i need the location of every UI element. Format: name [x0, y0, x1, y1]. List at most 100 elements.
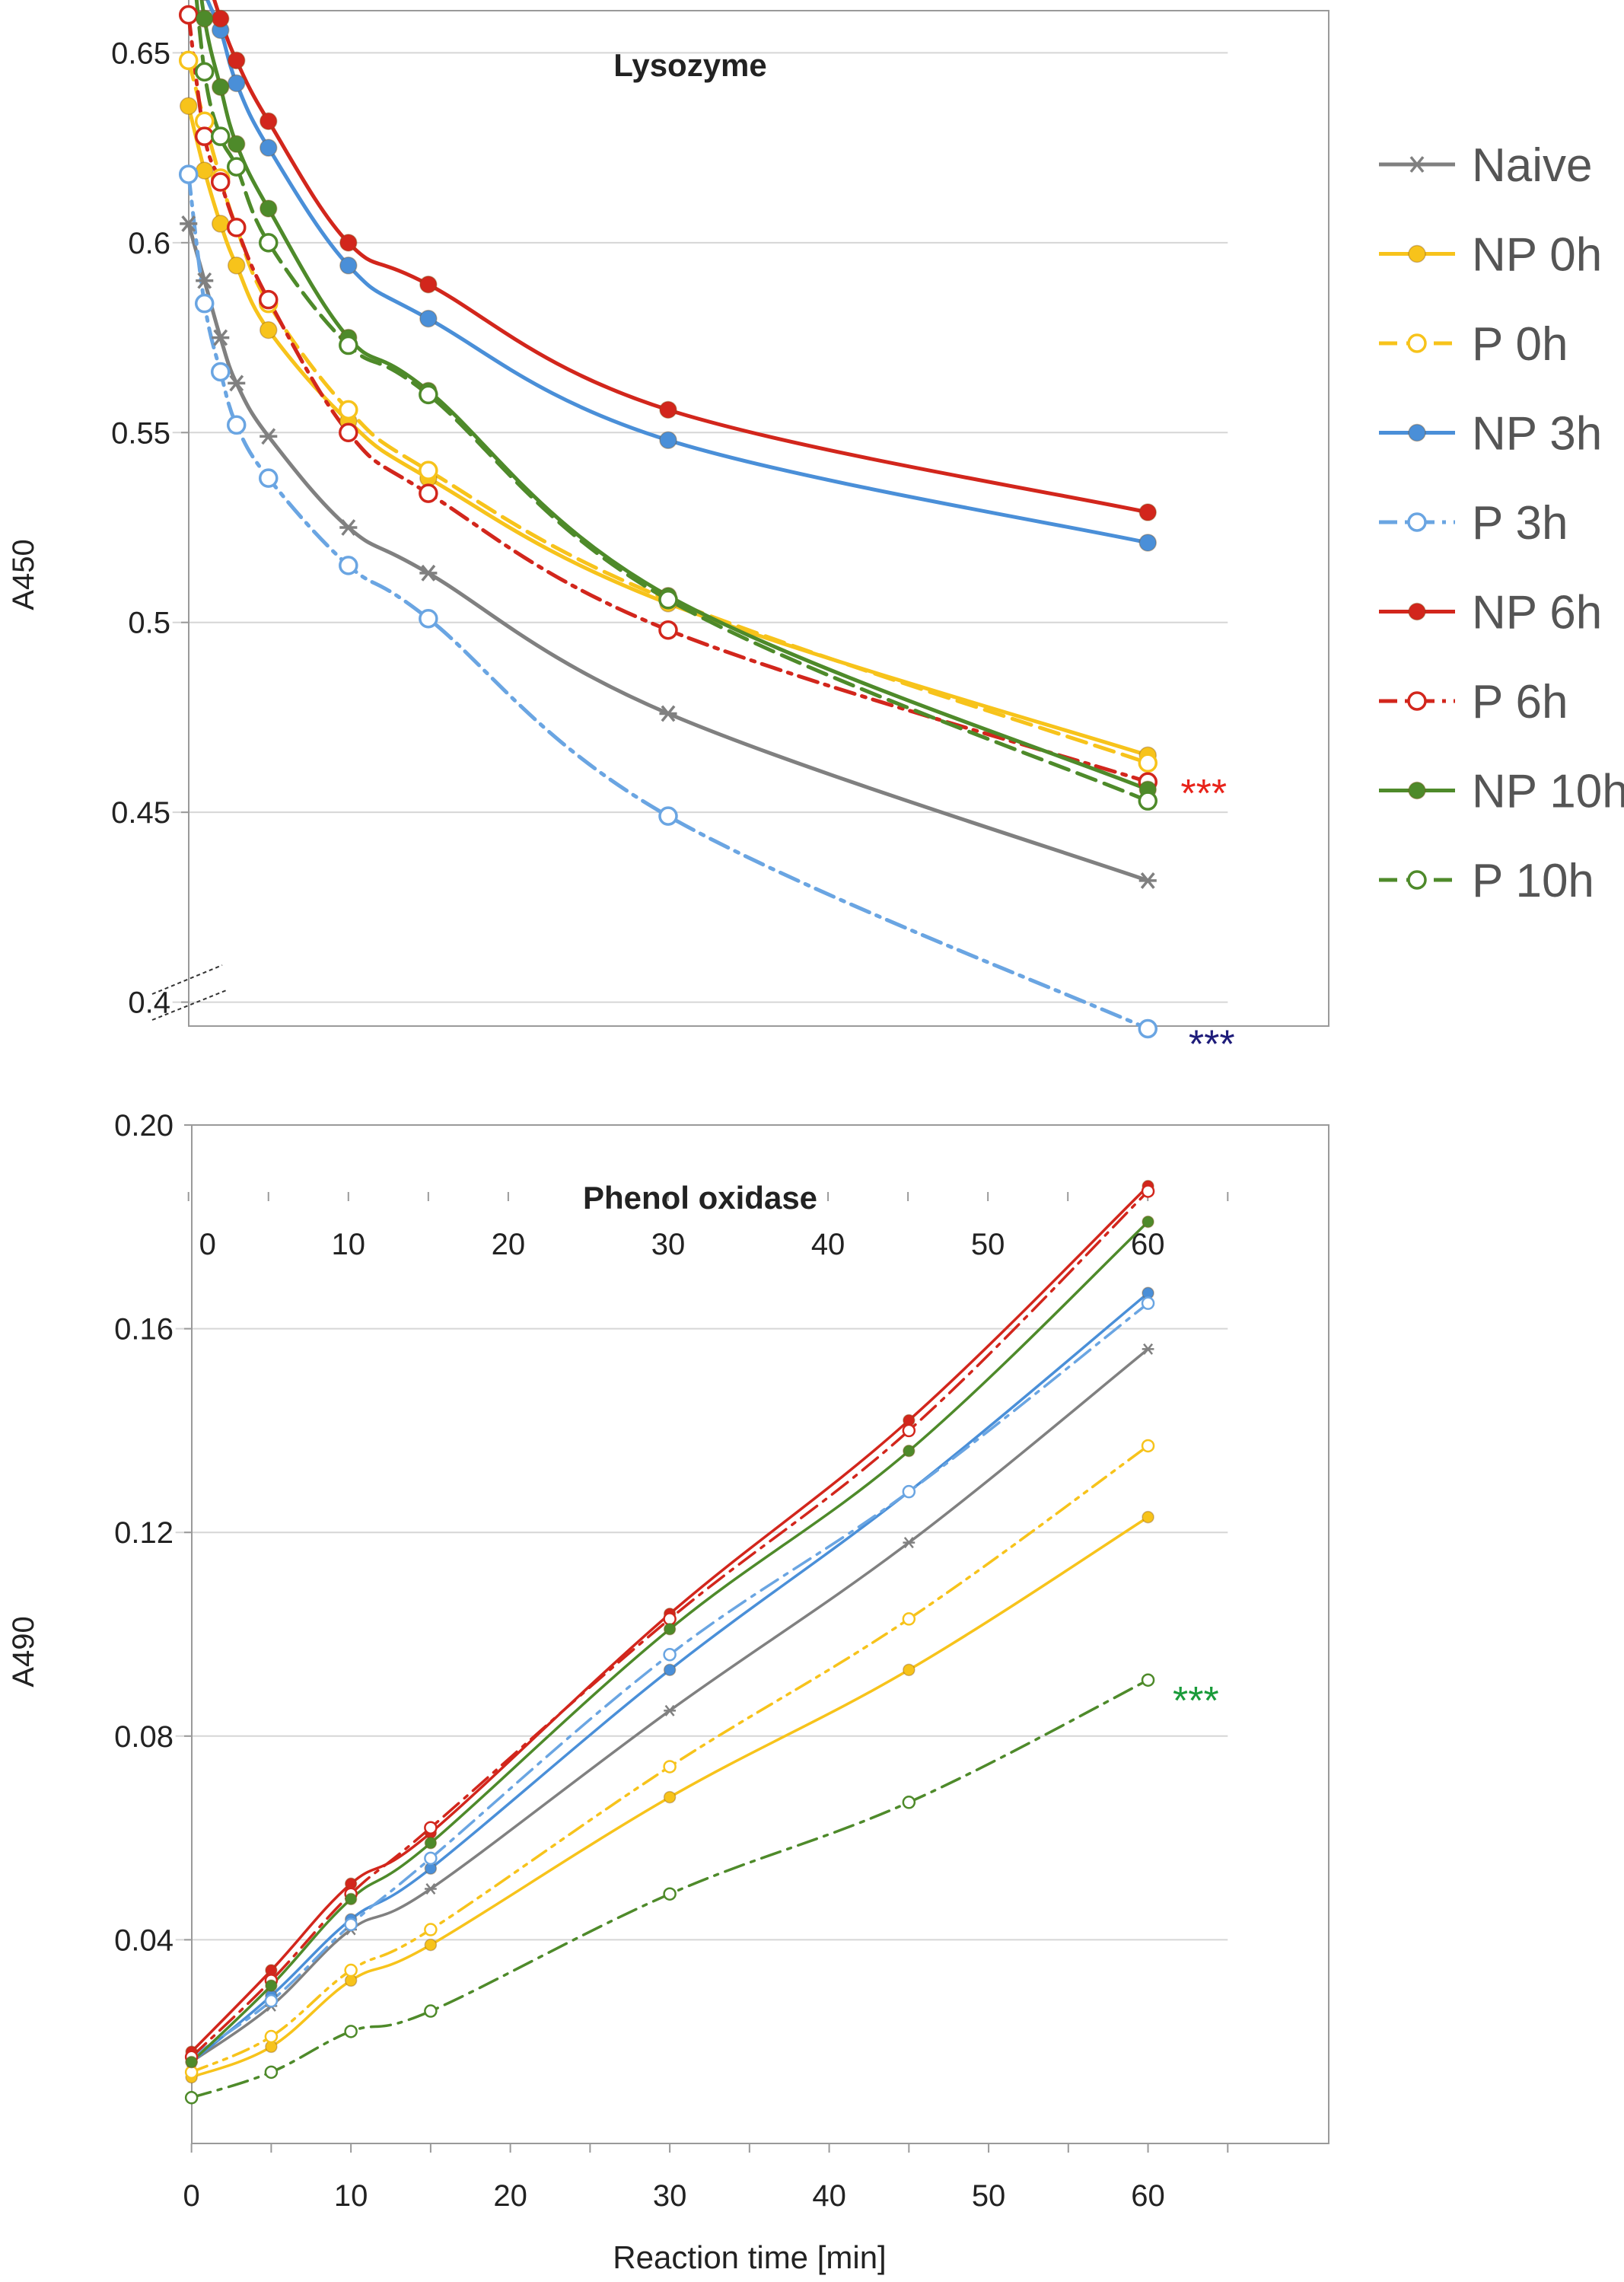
legend-swatch-marker: [1407, 870, 1427, 890]
data-point-p3: [424, 1851, 438, 1866]
phenol-oxidase-y-axis-label: A490: [7, 1616, 40, 1687]
data-point-p6: [339, 422, 358, 443]
series-line-np10: [189, 1220, 1150, 2064]
data-point-naive: [1142, 1343, 1154, 1355]
data-point-p3: [226, 415, 247, 435]
data-point-naive: [1138, 872, 1157, 889]
legend-swatch-marker: [1408, 781, 1426, 800]
series-line-naive: [189, 1347, 1150, 2064]
legend-item-np10: NP 10h: [1379, 766, 1624, 818]
data-point-np3: [339, 257, 358, 275]
data-point-np0: [424, 1938, 438, 1952]
data-point-p3: [339, 556, 358, 575]
y-tick-label: 0.4: [128, 986, 170, 1020]
x-tick-label: 60: [1131, 2179, 1165, 2213]
data-point-p3: [264, 1994, 279, 2008]
legend-item-p10: P 10h: [1379, 855, 1594, 907]
data-point-np0: [195, 161, 214, 180]
data-point-p0: [344, 1963, 358, 1978]
data-point-np10: [265, 1979, 278, 1992]
legend-item-np0: NP 0h: [1379, 229, 1602, 282]
series-line-p3: [189, 1302, 1150, 2059]
y-tick-label: 0.12: [114, 1516, 174, 1550]
data-point-np6: [419, 275, 438, 294]
data-point-naive: [212, 329, 230, 346]
data-point-np0: [903, 1663, 915, 1677]
data-point-p0: [419, 461, 438, 480]
legend-label: P 3h: [1472, 497, 1568, 550]
data-point-np6: [659, 400, 677, 419]
legend-swatch-marker: [1407, 333, 1427, 353]
data-point-np6: [227, 51, 246, 70]
x-axis-label: Reaction time [min]: [613, 2239, 886, 2275]
legend-item-naive: Naive: [1379, 139, 1593, 192]
data-point-np3: [663, 1663, 677, 1677]
data-point-np3: [227, 74, 246, 93]
y-tick-label: 0.65: [111, 37, 170, 70]
data-point-p6: [902, 1423, 916, 1438]
data-point-p6: [658, 620, 678, 640]
data-point-naive: [260, 428, 278, 445]
y-tick-label: 0.08: [114, 1720, 174, 1754]
x-tick-label: 0: [183, 2179, 200, 2213]
data-point-np6: [211, 9, 230, 28]
data-point-p3: [178, 164, 199, 184]
legend: Naive NP 0h P 0h NP 3h P 3h NP 6h P 6h NP 10h P …: [1379, 139, 1624, 907]
data-point-p6: [226, 218, 247, 237]
data-point-np3: [200, 0, 209, 2]
legend-label: NP 3h: [1472, 408, 1602, 461]
data-point-naive: [903, 1537, 915, 1549]
data-point-np0: [179, 97, 198, 116]
lysozyme-chart: 0.40.450.50.550.60.650.70102030405060 **…: [7, 0, 1624, 1261]
legend-label: NP 6h: [1472, 587, 1602, 639]
legend-swatch-marker: [1408, 156, 1426, 173]
data-point-np6: [1138, 503, 1157, 521]
lysozyme-y-axis-label: A450: [7, 539, 40, 610]
data-point-np0: [1142, 1510, 1154, 1524]
series-line-np0: [189, 1515, 1150, 2079]
y-tick-label: 0.45: [111, 796, 170, 830]
data-point-p10: [259, 233, 279, 253]
legend-label: P 6h: [1472, 676, 1568, 728]
data-point-p6: [210, 172, 231, 192]
legend-label: P 10h: [1472, 855, 1594, 907]
legend-swatch-marker: [1408, 244, 1426, 263]
y-tick-label: 0.55: [111, 416, 170, 450]
data-point-p10: [264, 2065, 279, 2080]
data-point-p10: [210, 126, 231, 146]
data-point-np3: [419, 309, 438, 328]
legend-label: P 0h: [1472, 318, 1568, 371]
data-point-naive: [228, 374, 246, 392]
legend-item-p6: P 6h: [1379, 676, 1568, 728]
data-point-p0: [424, 1923, 438, 1936]
data-point-naive: [425, 1883, 437, 1895]
data-point-np10: [185, 2055, 198, 2069]
data-point-np10: [195, 9, 214, 28]
data-point-p6: [178, 5, 199, 25]
phenol-oxidase-title: Phenol oxidase: [583, 1180, 817, 1216]
x-tick-label: 20: [492, 1228, 526, 1261]
lysozyme-title: Lysozyme: [613, 47, 767, 83]
data-point-np10: [227, 135, 246, 153]
series-line-p0: [189, 1444, 1150, 2074]
data-point-p3: [1138, 1018, 1158, 1039]
x-tick-label: 40: [812, 2179, 846, 2213]
series-line-p6: [189, 1190, 1150, 2059]
x-tick-label: 0: [199, 1228, 216, 1261]
x-tick-label: 30: [653, 2179, 687, 2213]
data-point-naive: [419, 564, 438, 582]
data-point-p10: [1138, 791, 1158, 811]
data-point-naive: [196, 272, 214, 289]
data-point-p0: [339, 400, 358, 420]
data-point-p0: [178, 50, 199, 71]
data-point-p3: [658, 806, 678, 826]
data-point-p3: [663, 1648, 677, 1662]
data-point-p0: [902, 1612, 916, 1626]
x-tick-label: 50: [972, 2179, 1006, 2213]
data-point-p10: [194, 62, 215, 82]
data-point-p6: [1141, 1184, 1155, 1198]
legend-item-np3: NP 3h: [1379, 408, 1602, 461]
data-point-np6: [260, 112, 278, 130]
data-point-p6: [419, 483, 438, 503]
data-point-p3: [344, 1917, 358, 1932]
